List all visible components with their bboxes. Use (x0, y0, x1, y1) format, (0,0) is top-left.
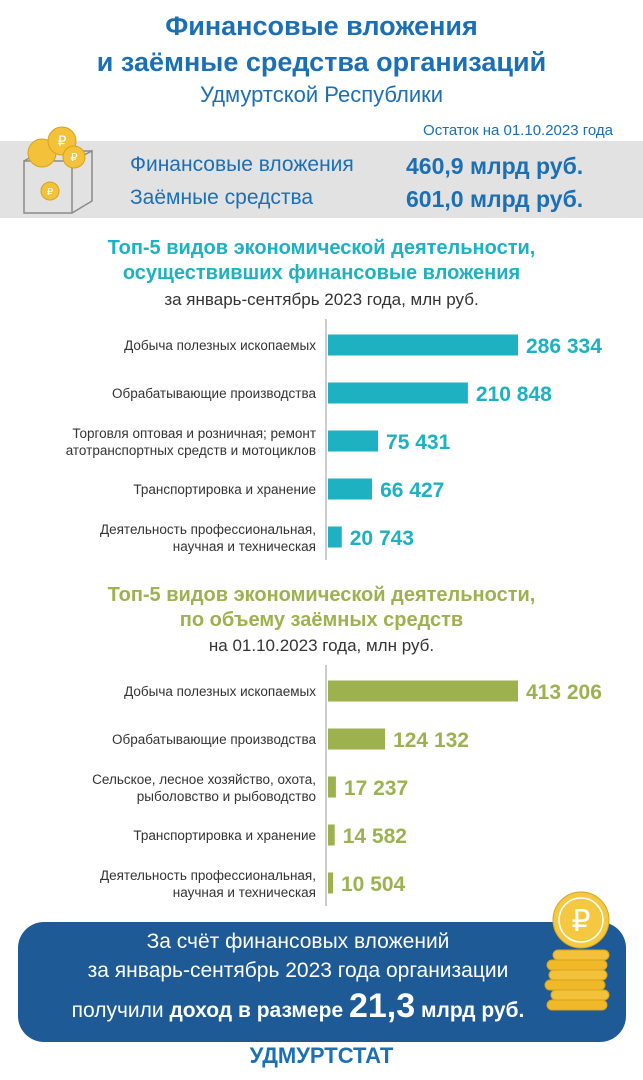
chart2-value-label: 413 206 (526, 681, 602, 704)
investments-value: 460,9 млрд руб. (406, 153, 584, 179)
chart2-bar (328, 680, 518, 702)
chart1-category-label: Деятельность профессиональная, (100, 522, 316, 537)
borrowed-label: Заёмные средства (130, 186, 314, 209)
chart1-title-line1: Топ-5 видов экономической деятельности, (107, 237, 536, 259)
income-unit: млрд руб. (415, 999, 525, 1022)
svg-text:₽: ₽ (47, 187, 54, 198)
chart2-value-label: 124 132 (393, 729, 469, 752)
chart1-bar (328, 334, 518, 356)
chart1-category-label: атотранспортных средств и мотоциклов (66, 443, 316, 458)
coin-box-icon: ₽ ₽ ₽ (23, 126, 93, 214)
chart1-bar (328, 526, 342, 548)
chart2-title-line1: Топ-5 видов экономической деятельности, (107, 584, 536, 606)
svg-text:₽: ₽ (71, 151, 78, 164)
chart1-value-label: 66 427 (380, 479, 444, 502)
page-title-line2: и заёмные средства организаций (96, 47, 547, 77)
chart2-category-label: Сельское, лесное хозяйство, охота, (92, 772, 316, 787)
income-bold: доход в размере (169, 999, 349, 1022)
page-title-line1: Финансовые вложения (165, 11, 478, 41)
chart1-bar (328, 430, 379, 452)
chart2-value-label: 17 237 (344, 777, 408, 800)
chart2-bar (328, 728, 386, 750)
chart1-bar (328, 478, 373, 500)
chart1-value-label: 286 334 (526, 335, 602, 358)
chart1-category-label: Транспортировка и хранение (133, 482, 316, 497)
chart2-bar (328, 872, 333, 894)
borrowed-bar-chart: 413 206 Добыча полезных ископаемых 124 132… (92, 665, 602, 906)
chart1-bar (328, 382, 468, 404)
chart2-bar (328, 776, 336, 798)
chart2-subtitle: на 01.10.2023 года, млн руб. (208, 636, 435, 655)
chart2-category-label: Деятельность профессиональная, (100, 868, 316, 883)
chart2-category-label: Добыча полезных ископаемых (124, 684, 316, 699)
chart2-category-label: Обрабатывающие производства (112, 732, 316, 747)
chart2-title-line2: по объему заёмных средств (179, 609, 464, 631)
as-of-date: Остаток на 01.10.2023 года (423, 122, 613, 139)
income-line3: получили доход в размере 21,3 млрд руб. (18, 986, 578, 1031)
chart2-value-label: 14 582 (343, 825, 407, 848)
chart1-subtitle: за январь-сентябрь 2023 года, млн руб. (164, 290, 479, 309)
chart1-category-label: Обрабатывающие производства (112, 386, 316, 401)
chart1-value-label: 75 431 (386, 431, 451, 454)
chart2-category-label: рыболовство и рыбоводство (137, 789, 316, 804)
income-line2: за январь-сентябрь 2023 года организации (87, 959, 509, 982)
brand-logo-text: УДМУРТСТАТ (249, 1043, 394, 1068)
income-amount: 21,3 (348, 987, 416, 1025)
svg-text:₽: ₽ (58, 134, 67, 150)
chart1-value-label: 20 743 (350, 527, 414, 550)
chart2-category-label: Транспортировка и хранение (133, 828, 316, 843)
chart1-category-label: научная и техническая (173, 539, 316, 554)
income-line1: За счёт финансовых вложений (146, 930, 450, 953)
investments-label: Финансовые вложения (130, 153, 354, 176)
chart2-category-label: научная и техническая (173, 885, 316, 900)
chart1-title-line2: осуществивших финансовые вложения (122, 262, 521, 284)
chart1-category-label: Добыча полезных ископаемых (124, 338, 316, 353)
income-banner: За счёт финансовых вложений за январь-се… (18, 891, 626, 1042)
summary-band: ₽ ₽ ₽ Финансовые вложения 460,9 млрд руб… (0, 126, 643, 218)
chart2-bar (328, 824, 335, 846)
investments-bar-chart: 286 334 Добыча полезных ископаемых 210 848… (66, 319, 602, 560)
chart1-value-label: 210 848 (476, 383, 552, 406)
coin-stack-icon: ₽ (544, 891, 610, 1011)
borrowed-value: 601,0 млрд руб. (406, 186, 584, 212)
chart2-value-label: 10 504 (341, 873, 406, 896)
svg-text:₽: ₽ (571, 904, 590, 939)
income-prefix: получили (71, 999, 170, 1022)
page-subtitle: Удмуртской Республики (199, 82, 444, 107)
chart1-category-label: Торговля оптовая и розничная; ремонт (72, 426, 316, 441)
